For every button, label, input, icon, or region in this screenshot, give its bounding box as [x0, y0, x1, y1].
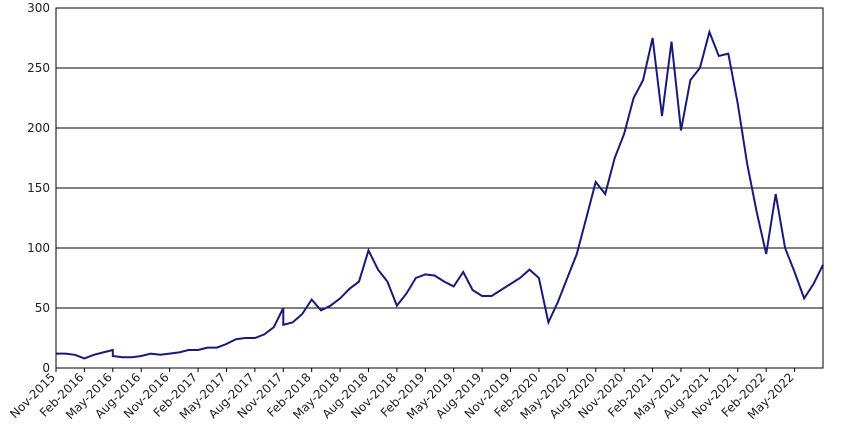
gridlines — [56, 7, 823, 369]
y-tick-label: 150 — [27, 181, 50, 195]
y-tick-label: 0 — [42, 361, 50, 375]
y-tick-label: 200 — [27, 121, 50, 135]
y-tick-label: 250 — [27, 61, 50, 75]
y-tick-label: 100 — [27, 241, 50, 255]
series-line — [56, 28, 824, 360]
x-axis-ticks: Nov-2015Feb-2016May-2016Aug-2016Nov-2016… — [7, 368, 797, 422]
y-axis-ticks: 0 50 100 150 200 250 300 — [27, 1, 50, 375]
y-tick-label: 300 — [27, 1, 50, 15]
y-tick-label: 50 — [35, 301, 50, 315]
plot-frame — [55, 7, 824, 369]
